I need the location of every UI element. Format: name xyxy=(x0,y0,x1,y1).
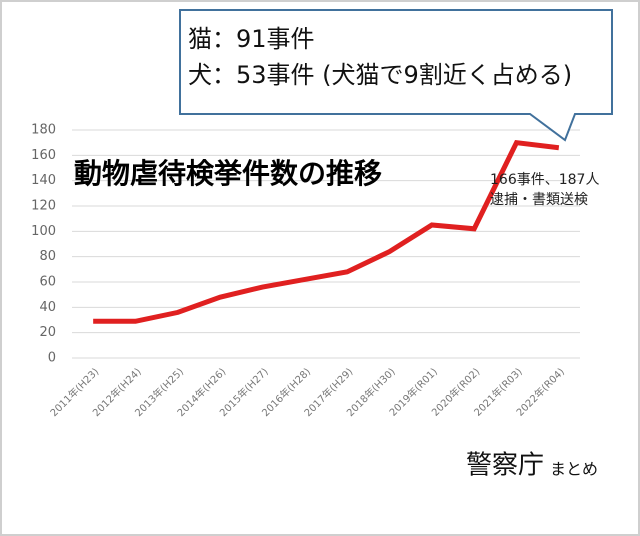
y-tick-label: 140 xyxy=(31,173,56,188)
y-tick-label: 120 xyxy=(31,199,56,214)
chart-title: 動物虐待検挙件数の推移 xyxy=(74,157,382,190)
y-tick-label: 0 xyxy=(48,351,56,366)
source-note: まとめ xyxy=(550,460,598,479)
y-tick-label: 40 xyxy=(39,300,56,315)
source: 警察庁 xyxy=(466,451,544,481)
annotation: 166事件、187人 xyxy=(490,172,599,188)
y-tick-label: 20 xyxy=(39,325,56,340)
data-line xyxy=(93,139,560,324)
y-tick-label: 100 xyxy=(31,224,56,239)
callout-line: 犬：53事件 (犬猫で9割近く占める) xyxy=(188,61,572,89)
y-tick-label: 180 xyxy=(31,123,56,138)
callout-line: 猫：91事件 xyxy=(188,25,315,53)
annotation: 逮捕・書類送検 xyxy=(490,192,588,208)
y-tick-label: 80 xyxy=(39,249,56,264)
y-tick-label: 160 xyxy=(31,148,56,163)
y-tick-label: 60 xyxy=(39,275,56,290)
callout-box xyxy=(179,9,613,142)
